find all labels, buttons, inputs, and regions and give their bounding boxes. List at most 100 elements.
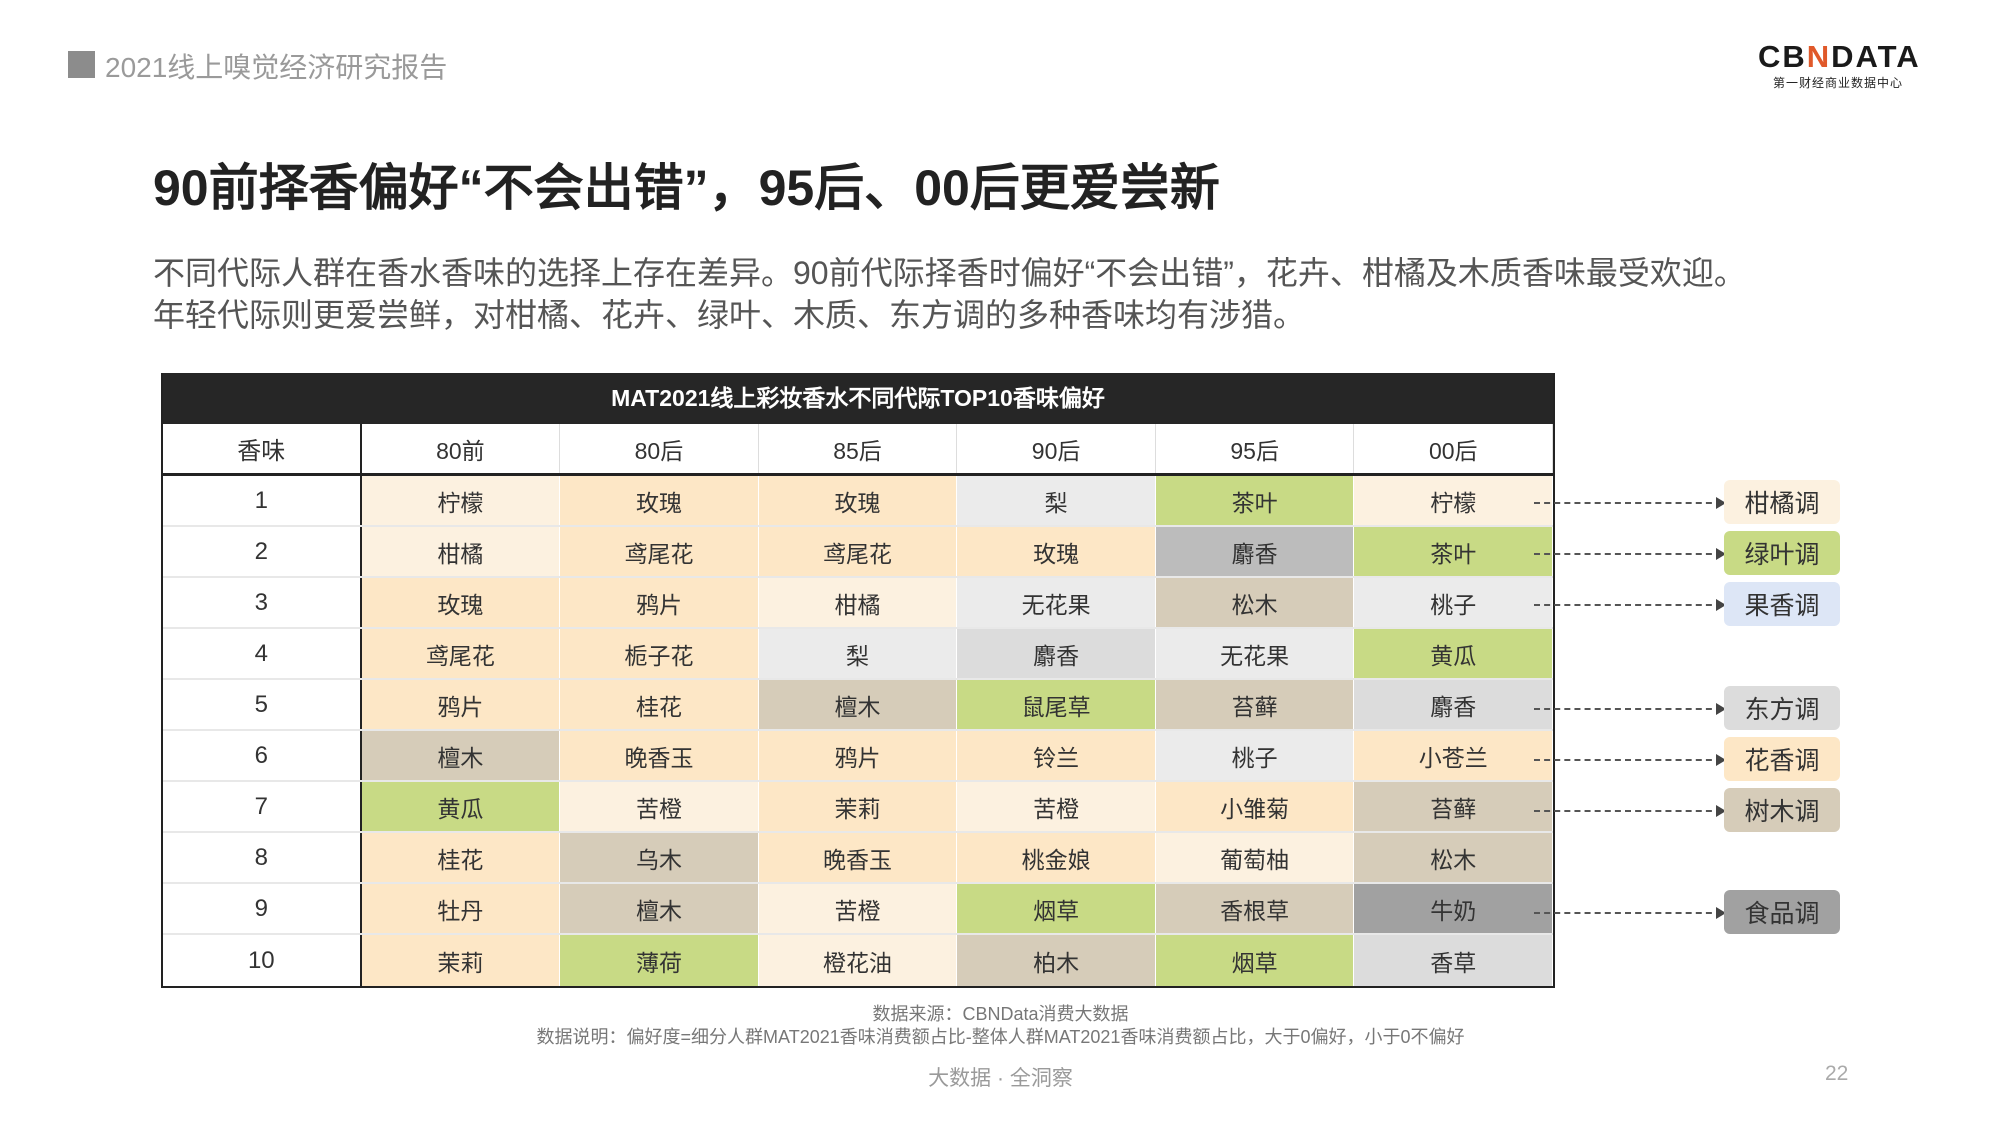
scent-cell: 乌木 [560,833,759,882]
scent-cell: 晚香玉 [758,833,958,882]
scent-cell: 鸦片 [758,731,958,780]
scent-cell: 牡丹 [361,884,561,933]
scent-cell: 梨 [758,629,958,678]
column-header: 90后 [957,424,1156,473]
scent-cell: 桃子 [1354,578,1554,627]
rank-cell: 3 [163,578,362,627]
page-number: 22 [1825,1062,1849,1085]
scent-cell: 玫瑰 [361,578,561,627]
scent-cell: 鸢尾花 [758,527,958,576]
scent-cell: 梨 [957,476,1156,525]
table-row: 2 柑橘 鸢尾花 鸢尾花 玫瑰 麝香 茶叶 [163,527,1554,578]
rank-cell: 10 [163,935,362,986]
footer-slogan: 大数据 · 全洞察 [928,1067,1073,1090]
description: 不同代际人群在香水香味的选择上存在差异。90前代际择香时偏好“不会出错”，花卉、… [153,252,1913,336]
preference-table: MAT2021线上彩妆香水不同代际TOP10香味偏好 香味 80前 80后 85后 90… [161,373,1555,988]
scent-cell: 铃兰 [957,731,1156,780]
rank-cell: 4 [163,629,362,678]
column-header: 香味 [163,424,362,473]
scent-cell: 檀木 [361,731,561,780]
table-title: MAT2021线上彩妆香水不同代际TOP10香味偏好 [163,373,1553,424]
scent-cell: 玫瑰 [758,476,958,525]
dashed-arrow-icon [1534,547,1726,560]
scent-cell: 小雏菊 [1155,782,1355,831]
legend-tag: 果香调 [1724,581,1840,626]
scent-cell: 柠檬 [1354,476,1554,525]
scent-cell: 栀子花 [560,629,759,678]
scent-cell: 葡萄柚 [1155,833,1355,882]
dashed-arrow-icon [1534,496,1726,509]
logo-text: CBNDATA [1758,39,1921,74]
scent-cell: 玫瑰 [957,527,1156,576]
scent-cell: 檀木 [560,884,759,933]
scent-cell: 苦橙 [957,782,1156,831]
dashed-arrow-icon [1534,753,1726,766]
dashed-arrow-icon [1534,598,1726,611]
scent-cell: 桃金娘 [957,833,1156,882]
scent-cell: 鸦片 [560,578,759,627]
legend-tag: 东方调 [1724,685,1840,730]
scent-cell: 黄瓜 [1354,629,1554,678]
table-row: 8 桂花 乌木 晚香玉 桃金娘 葡萄柚 松木 [163,833,1554,884]
scent-cell: 麝香 [957,629,1156,678]
source-note: 数据来源：CBNData消费大数据 [872,1004,1129,1024]
logo-subtitle: 第一财经商业数据中心 [1772,76,1903,90]
scent-cell: 橙花油 [758,935,958,986]
scent-cell: 桂花 [560,680,759,729]
rank-cell: 5 [163,680,362,729]
rank-cell: 2 [163,527,362,576]
dashed-arrow-icon [1534,804,1726,817]
scent-cell: 薄荷 [560,935,759,986]
legend-tag: 绿叶调 [1724,530,1840,575]
scent-cell: 玫瑰 [560,476,759,525]
rank-cell: 1 [163,476,362,525]
description-line: 不同代际人群在香水香味的选择上存在差异。90前代际择香时偏好“不会出错”，花卉、… [153,255,1746,291]
scent-cell: 烟草 [1155,935,1355,986]
page-title: 90前择香偏好“不会出错”，95后、00后更爱尝新 [153,160,1220,216]
scent-cell: 黄瓜 [361,782,561,831]
rank-cell: 9 [163,884,362,933]
column-header: 80后 [560,424,759,473]
scent-cell: 桃子 [1155,731,1355,780]
column-header: 85后 [758,424,958,473]
table-row: 9 牡丹 檀木 苦橙 烟草 香根草 牛奶 [163,884,1554,935]
scent-cell: 小苍兰 [1354,731,1554,780]
scent-cell: 鸢尾花 [560,527,759,576]
scent-cell: 苦橙 [560,782,759,831]
header-square-icon [68,51,95,78]
scent-cell: 苔藓 [1354,782,1554,831]
table-row: 3 玫瑰 鸦片 柑橘 无花果 松木 桃子 [163,578,1554,629]
legend-tag: 食品调 [1724,889,1840,934]
scent-cell: 烟草 [957,884,1156,933]
scent-cell: 苦橙 [758,884,958,933]
table-header-row: 香味 80前 80后 85后 90后 95后 00后 [163,424,1554,476]
rank-cell: 8 [163,833,362,882]
rank-cell: 7 [163,782,362,831]
scent-cell: 茶叶 [1354,527,1554,576]
dashed-arrow-icon [1534,702,1726,715]
column-header: 00后 [1354,424,1554,473]
scent-cell: 桂花 [361,833,561,882]
column-header: 95后 [1155,424,1355,473]
scent-cell: 柑橘 [758,578,958,627]
scent-cell: 柑橘 [361,527,561,576]
scent-cell: 牛奶 [1354,884,1554,933]
legend-tag: 柑橘调 [1724,479,1840,524]
explain-note: 数据说明：偏好度=细分人群MAT2021香味消费额占比-整体人群MAT2021香… [536,1027,1465,1047]
scent-cell: 松木 [1155,578,1355,627]
scent-cell: 麝香 [1155,527,1355,576]
scent-cell: 鸦片 [361,680,561,729]
scent-cell: 柠檬 [361,476,561,525]
legend-tag: 树木调 [1724,787,1840,832]
legend-tag: 花香调 [1724,736,1840,781]
scent-cell: 无花果 [957,578,1156,627]
scent-cell: 苔藓 [1155,680,1355,729]
scent-cell: 香草 [1354,935,1554,986]
column-header: 80前 [361,424,561,473]
scent-cell: 茉莉 [758,782,958,831]
table-row: 7 黄瓜 苦橙 茉莉 苦橙 小雏菊 苔藓 [163,782,1554,833]
table-row: 6 檀木 晚香玉 鸦片 铃兰 桃子 小苍兰 [163,731,1554,782]
scent-cell: 柏木 [957,935,1156,986]
scent-cell: 松木 [1354,833,1554,882]
rank-cell: 6 [163,731,362,780]
